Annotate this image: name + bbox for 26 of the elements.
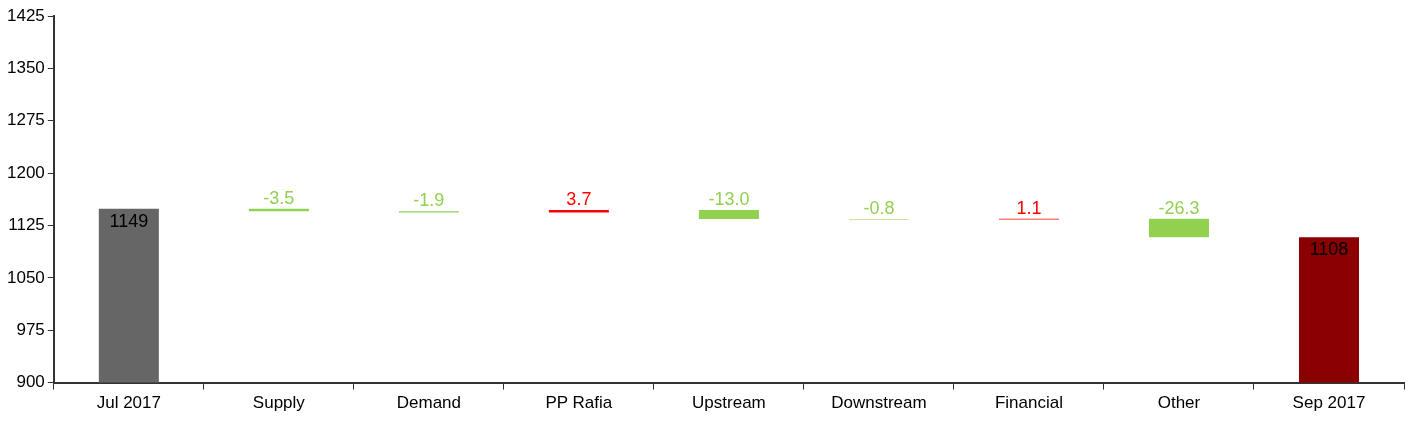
x-tick-label: Sep 2017 (1292, 393, 1366, 413)
y-tick-label: 1050 (6, 267, 45, 287)
data-label: 1.1 (1016, 197, 1042, 218)
x-tick-label: Demand (396, 393, 461, 413)
x-tick-label: Other (1157, 393, 1201, 413)
data-label: -26.3 (1158, 197, 1200, 218)
data-label: 3.7 (566, 188, 592, 209)
y-tick-label: 1125 (8, 215, 45, 235)
x-tick-label: Upstream (692, 393, 766, 413)
data-label: -1.9 (413, 190, 445, 211)
x-tick-label: Financial (994, 393, 1063, 413)
y-tick-label: 1350 (6, 58, 45, 78)
y-tick-label: 1425 (6, 5, 45, 25)
x-tick-label: Supply (252, 393, 306, 413)
y-tick-label: 1200 (6, 162, 45, 182)
x-tick-label: Downstream (831, 393, 927, 413)
data-label: -0.8 (863, 197, 895, 218)
y-tick-label: 900 (16, 372, 45, 392)
data-label: -3.5 (263, 187, 295, 208)
data-label: -13.0 (708, 188, 750, 209)
y-tick-label: 975 (16, 319, 45, 339)
data-label: 1108 (1309, 239, 1349, 260)
x-tick-label: Jul 2017 (96, 393, 161, 413)
data-label: 1149 (109, 210, 149, 231)
y-tick-label: 1275 (6, 110, 45, 130)
x-tick-label: PP Rafia (545, 393, 613, 413)
